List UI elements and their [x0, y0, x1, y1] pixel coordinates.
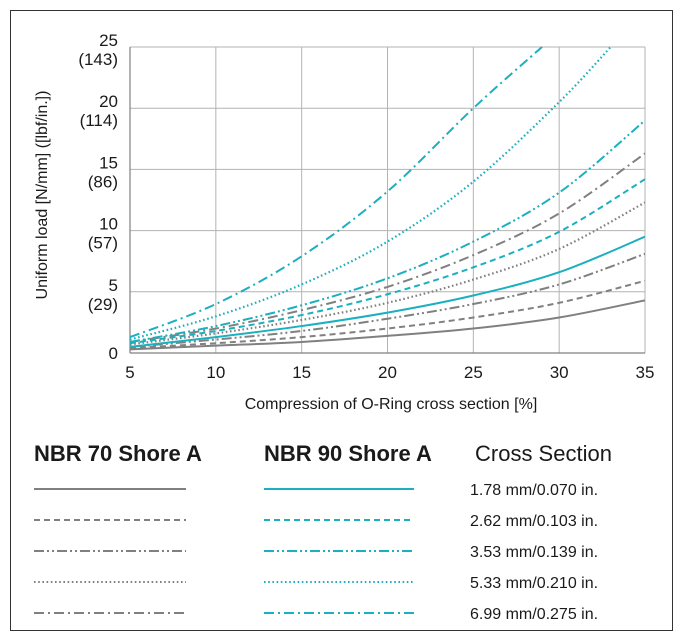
- y-tick-sublabel-4: (114): [80, 111, 118, 130]
- y-axis-ticks: 0 5(29) 10(57) 15(86) 20(114) 25(143): [78, 31, 118, 363]
- series-line-8: [130, 46, 612, 341]
- y-tick-sublabel-1: (29): [88, 295, 118, 314]
- x-tick-label-2: 15: [292, 363, 311, 382]
- legend-label-1: 2.62 mm/0.103 in.: [470, 513, 598, 530]
- legend-header-cross-section: Cross Section: [475, 441, 612, 466]
- series-line-1: [130, 279, 645, 350]
- chart-frame: [10, 10, 673, 631]
- x-tick-label-1: 10: [206, 363, 225, 382]
- series-line-7: [130, 119, 645, 343]
- series-line-5: [130, 235, 645, 348]
- y-tick-label-0: 0: [109, 344, 118, 363]
- x-axis-label: Compression of O-Ring cross section [%]: [245, 396, 538, 413]
- series-lines: [130, 46, 645, 351]
- x-tick-label-3: 20: [378, 363, 397, 382]
- x-tick-label-4: 25: [464, 363, 483, 382]
- y-tick-sublabel-3: (86): [88, 172, 118, 191]
- y-tick-sublabel-5: (143): [78, 50, 118, 69]
- x-tick-label-6: 35: [636, 363, 655, 382]
- y-tick-label-5: 25: [99, 31, 118, 50]
- y-axis-label: Uniform load [N/mm] ([lbf/in.]): [34, 91, 51, 300]
- legend-label-2: 3.53 mm/0.139 in.: [470, 544, 598, 561]
- legend-header-nbr70: NBR 70 Shore A: [34, 441, 202, 466]
- legend: NBR 70 Shore A NBR 90 Shore A Cross Sect…: [34, 441, 612, 623]
- y-tick-label-2: 10: [99, 215, 118, 234]
- y-tick-label-1: 5: [109, 276, 118, 295]
- series-line-3: [130, 201, 645, 346]
- y-tick-label-4: 20: [99, 92, 118, 111]
- x-axis-ticks: 5 10 15 20 25 30 35: [125, 363, 654, 382]
- legend-label-0: 1.78 mm/0.070 in.: [470, 482, 598, 499]
- series-line-6: [130, 178, 645, 345]
- x-tick-label-5: 30: [550, 363, 569, 382]
- series-line-4: [130, 152, 645, 343]
- y-tick-label-3: 15: [99, 153, 118, 172]
- series-line-0: [130, 299, 645, 351]
- series-line-9: [130, 46, 543, 339]
- legend-header-nbr90: NBR 90 Shore A: [264, 441, 432, 466]
- y-tick-sublabel-2: (57): [88, 234, 118, 253]
- legend-label-3: 5.33 mm/0.210 in.: [470, 575, 598, 592]
- series-line-2: [130, 252, 645, 348]
- x-tick-label-0: 5: [125, 363, 134, 382]
- legend-rows: 1.78 mm/0.070 in. 2.62 mm/0.103 in. 3.53 m…: [34, 482, 598, 623]
- legend-label-4: 6.99 mm/0.275 in.: [470, 606, 598, 623]
